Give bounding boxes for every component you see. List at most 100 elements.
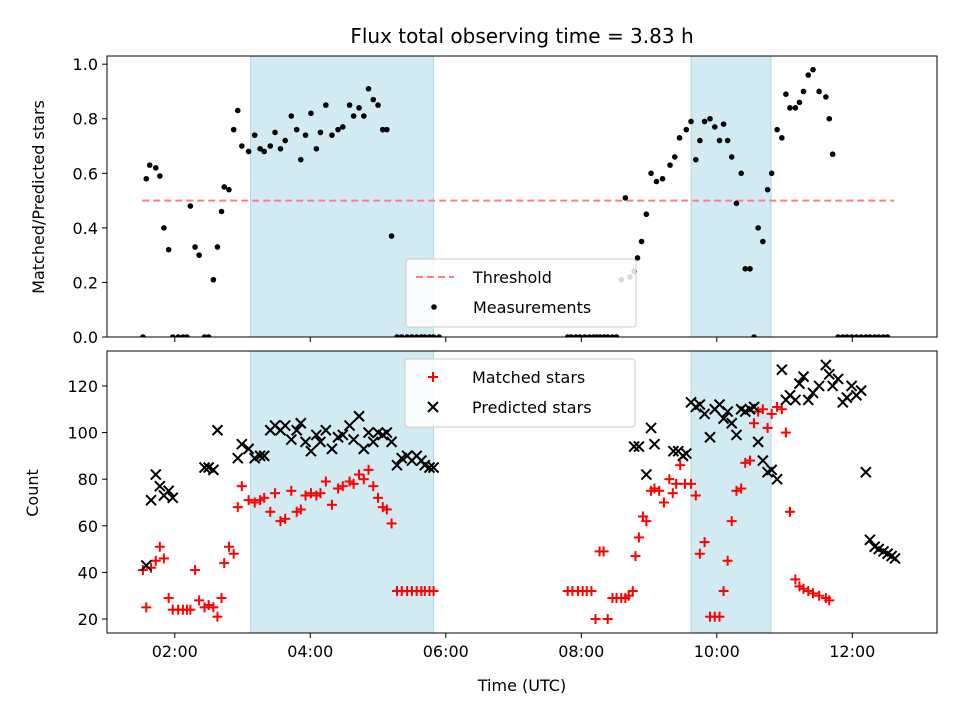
predicted-star-point: [314, 436, 327, 448]
predicted-star-mark-b: [698, 408, 711, 420]
matched-star-point: [675, 460, 686, 471]
predicted-star-mark-b: [140, 559, 153, 572]
matched-star-point: [219, 558, 230, 569]
measurement-point: [688, 118, 694, 125]
matched-star-point: [363, 464, 374, 475]
predicted-star-point: [725, 417, 738, 429]
measurement-point: [413, 334, 420, 337]
predicted-star-mark-b: [291, 424, 303, 436]
measurement-point: [356, 105, 362, 111]
predicted-star-mark-b: [841, 391, 853, 404]
measurement-point: [604, 334, 611, 337]
predicted-star-point: [757, 454, 769, 467]
matched-star-point: [348, 478, 359, 489]
matched-star-point: [726, 516, 737, 527]
measurement-point: [140, 334, 146, 337]
predicted-star-point: [645, 422, 657, 434]
predicted-star-mark-b: [343, 419, 356, 432]
predicted-star-point: [358, 443, 370, 455]
legend-label: Threshold: [472, 268, 552, 287]
matched-star-point: [232, 502, 243, 513]
predicted-star-mark-b: [771, 473, 783, 485]
measurement-point: [196, 252, 202, 258]
matched-star-point: [270, 488, 281, 499]
predicted-star-mark-b: [202, 461, 215, 474]
predicted-star-mark-b: [889, 552, 901, 565]
count-legend: Matched stars Predicted stars: [404, 358, 636, 428]
matched-star-point: [664, 474, 675, 485]
predicted-star-point: [207, 464, 220, 476]
predicted-star-point: [694, 398, 706, 411]
matched-star-point: [203, 600, 214, 611]
matched-star-point: [428, 586, 439, 597]
predicted-star-point: [154, 480, 166, 492]
predicted-star-point: [279, 419, 291, 432]
matched-star-point: [740, 457, 751, 468]
measurement-point: [277, 145, 284, 152]
predicted-star-mark-b: [823, 368, 835, 381]
measurement-point: [692, 156, 699, 163]
predicted-star-point: [797, 370, 810, 383]
measurement-point: [568, 334, 574, 337]
measurement-point: [707, 115, 713, 122]
predicted-star-point: [320, 424, 332, 436]
measurement-point: [768, 170, 775, 177]
count-y-tick-label: 100: [67, 424, 98, 443]
matched-star-point: [780, 427, 791, 438]
predicted-star-mark-b: [167, 492, 179, 504]
measurement-point: [613, 334, 620, 337]
measurement-point: [884, 334, 891, 337]
predicted-star-point: [150, 468, 162, 481]
measurement-point: [175, 334, 181, 337]
count-panel: 20 40 60 80 100 120 02:00 04:00 06:00 08:00 10:00 1…: [67, 350, 938, 661]
matched-star-point: [373, 492, 384, 503]
matched-star-point: [368, 481, 379, 492]
matched-star-point: [790, 574, 801, 585]
measurement-point: [384, 126, 390, 133]
measurement-point: [853, 334, 860, 337]
measurement-point: [810, 66, 816, 73]
matched-star-point: [150, 555, 161, 566]
predicted-star-mark-b: [269, 419, 281, 432]
matched-star-point: [658, 497, 669, 508]
measurement-point: [152, 165, 159, 171]
predicted-star-mark-b: [385, 436, 398, 448]
predicted-star-point: [667, 445, 680, 457]
predicted-star-point: [305, 445, 317, 457]
measurement-point: [370, 96, 377, 103]
matched-star-point: [249, 497, 260, 508]
predicted-star-mark-b: [789, 394, 802, 406]
measurement-point: [622, 195, 629, 201]
predicted-star-point: [889, 552, 901, 565]
measurement-point: [157, 173, 163, 179]
matched-star-point: [163, 593, 174, 604]
predicted-star-mark-b: [367, 436, 379, 448]
ratio-y-tick-label: 0.0: [73, 328, 98, 347]
matched-star-point: [265, 506, 276, 517]
measurement-point: [716, 137, 723, 144]
measurement-point: [648, 170, 654, 177]
predicted-star-mark-b: [640, 468, 653, 481]
measurement-point: [738, 170, 744, 177]
predicted-star-mark-b: [347, 433, 360, 446]
matched-star-point: [286, 485, 297, 496]
matched-star-point: [315, 488, 326, 499]
predicted-star-mark-b: [802, 394, 814, 406]
measurement-point: [143, 175, 150, 182]
measurement-point: [844, 334, 850, 337]
measurement-point: [764, 186, 771, 193]
predicted-star-mark-b: [391, 459, 403, 471]
predicted-star-mark-b: [427, 461, 440, 474]
predicted-star-point: [730, 429, 743, 441]
predicted-star-mark-b: [797, 370, 810, 383]
measurement-point: [835, 334, 841, 337]
matched-star-point: [212, 611, 223, 622]
predicted-star-point: [633, 440, 645, 453]
predicted-star-mark-b: [730, 429, 743, 441]
legend-measurement-swatch: [431, 304, 437, 310]
measurement-point: [720, 121, 727, 128]
predicted-star-mark-b: [793, 377, 806, 390]
predicted-star-mark-b: [236, 438, 248, 450]
matched-star-point: [280, 513, 291, 524]
predicted-star-point: [789, 394, 802, 406]
